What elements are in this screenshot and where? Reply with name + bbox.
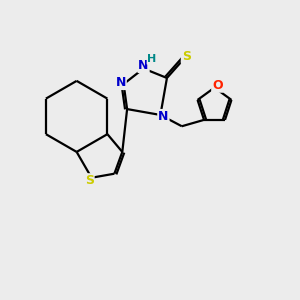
Text: H: H (147, 54, 157, 64)
Text: N: N (116, 76, 126, 89)
Text: N: N (158, 110, 169, 123)
Text: S: S (85, 174, 94, 187)
Text: N: N (138, 59, 149, 72)
Text: S: S (182, 50, 191, 63)
Text: O: O (212, 79, 223, 92)
